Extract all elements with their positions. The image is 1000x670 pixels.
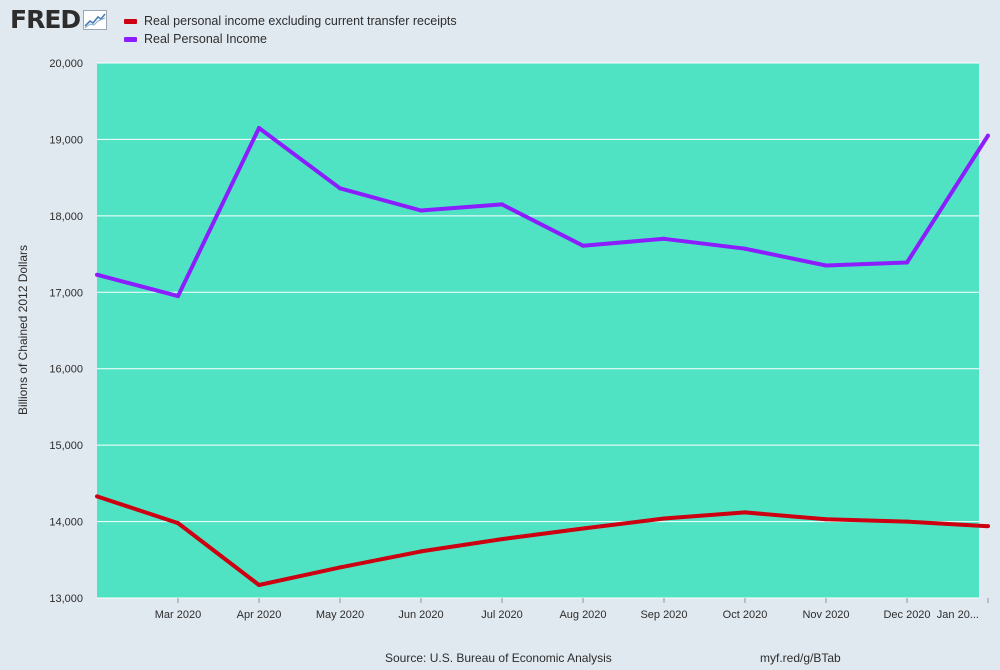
plot-area [97,63,979,598]
data-point[interactable] [338,565,342,570]
data-point[interactable] [581,243,585,248]
fred-logo[interactable]: FRED [10,5,108,34]
data-point[interactable] [176,294,180,299]
source-note: Source: U.S. Bureau of Economic Analysis [385,651,612,665]
y-tick-label: 13,000 [49,593,83,605]
x-tick-label: Nov 2020 [802,609,849,621]
x-tick-label: Oct 2020 [723,609,768,621]
data-point[interactable] [986,524,990,529]
data-point[interactable] [824,517,828,522]
data-point[interactable] [986,133,990,138]
y-tick-label: 17,000 [49,287,83,299]
data-point[interactable] [257,583,261,588]
series-line-1[interactable] [96,126,990,299]
legend-label-series-1: Real Personal Income [144,32,267,46]
data-point[interactable] [905,260,909,265]
x-tick-label: May 2020 [316,609,364,621]
data-point[interactable] [338,186,342,191]
data-point[interactable] [500,537,504,542]
y-tick-label: 16,000 [49,364,83,376]
x-tick-label: Apr 2020 [237,609,282,621]
data-point[interactable] [824,263,828,268]
x-tick-label: Jun 2020 [398,609,443,621]
data-point[interactable] [743,246,747,251]
x-tick-label: Mar 2020 [155,609,201,621]
data-point[interactable] [581,526,585,531]
data-point[interactable] [95,272,99,277]
data-point[interactable] [662,516,666,521]
data-point[interactable] [500,202,504,207]
y-tick-label: 19,000 [49,134,83,146]
y-tick-label: 14,000 [49,517,83,529]
chart-legend: Real personal income excluding current t… [124,12,457,48]
fred-chart-icon [83,9,108,30]
x-tick-label: Jan 20... [937,609,979,621]
x-tick-label: Sep 2020 [640,609,687,621]
data-point[interactable] [257,125,261,130]
data-point[interactable] [419,208,423,213]
legend-swatch-series-0 [124,18,137,24]
x-tick-label: Dec 2020 [883,609,930,621]
x-tick-label: Aug 2020 [559,609,606,621]
legend-swatch-series-1 [124,36,137,42]
data-point[interactable] [419,549,423,554]
short-link[interactable]: myf.red/g/BTab [760,651,841,665]
legend-item-series-1[interactable]: Real Personal Income [124,30,457,48]
y-axis-title: Billions of Chained 2012 Dollars [16,245,30,415]
data-point[interactable] [176,521,180,526]
y-tick-label: 20,000 [49,58,83,70]
series-line-0[interactable] [96,494,989,587]
data-point[interactable] [743,510,747,515]
fred-logo-text: FRED [10,5,81,34]
legend-label-series-0: Real personal income excluding current t… [144,14,457,28]
y-tick-label: 15,000 [49,440,83,452]
data-point[interactable] [662,236,666,241]
data-point[interactable] [905,519,909,524]
data-point[interactable] [95,494,99,499]
legend-item-series-0[interactable]: Real personal income excluding current t… [124,12,457,30]
y-tick-label: 18,000 [49,211,83,223]
x-tick-label: Jul 2020 [481,609,523,621]
